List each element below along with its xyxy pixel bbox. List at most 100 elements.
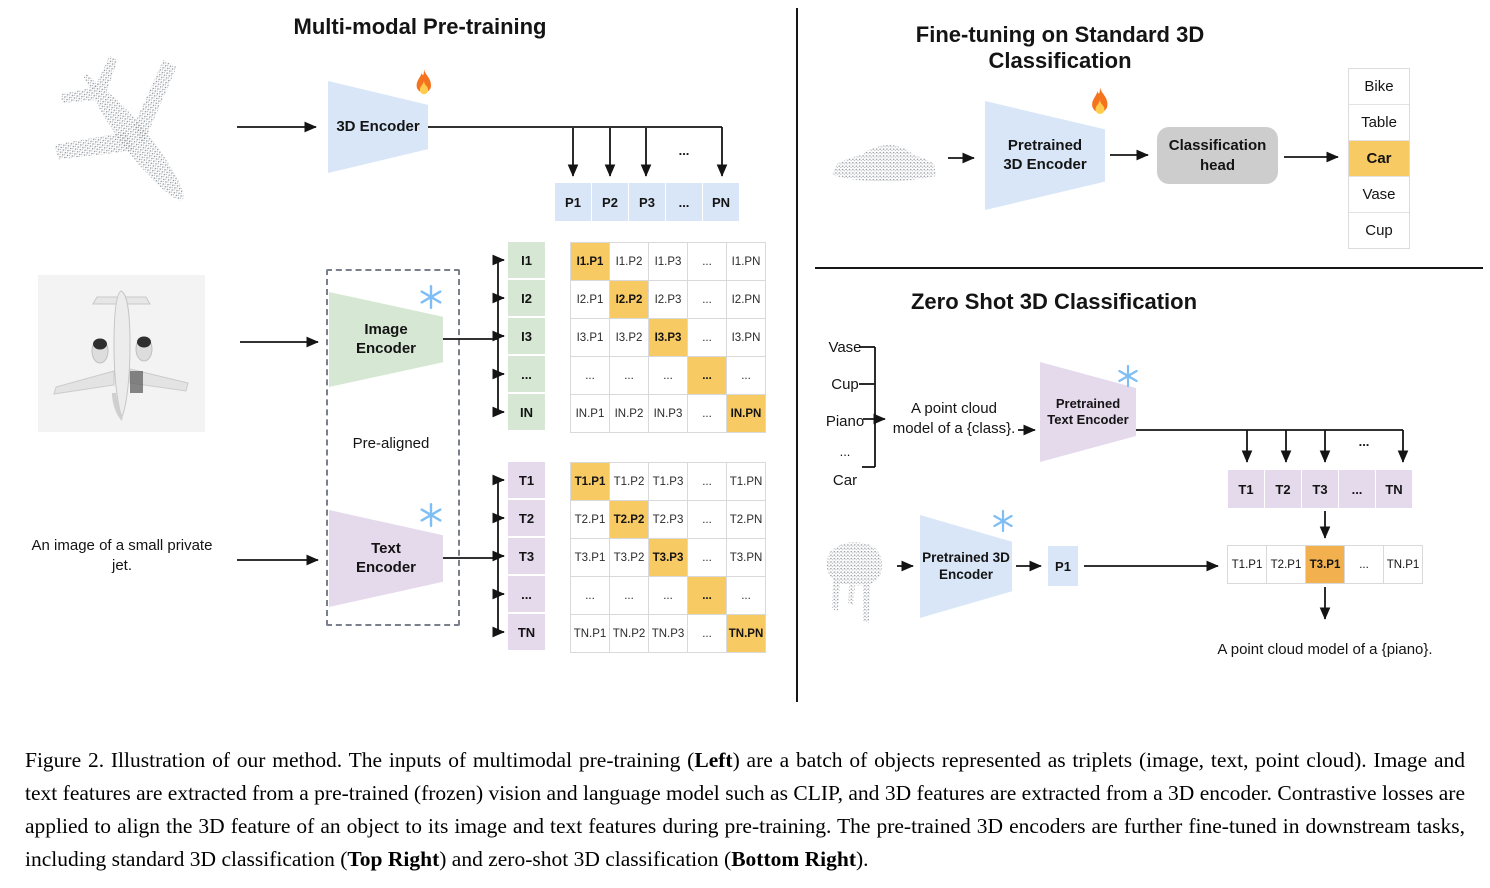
matrix-cell: T2.PN bbox=[727, 501, 765, 538]
matrix-cell: ... bbox=[610, 577, 648, 614]
text-feature-cell: T1 bbox=[508, 462, 545, 498]
prompt-text: A point cloud model of a {class}. bbox=[892, 400, 1016, 437]
text-feature-cell: T3 bbox=[508, 538, 545, 574]
matrix-cell: ... bbox=[688, 501, 726, 538]
prealigned-box bbox=[326, 269, 460, 626]
text-feature-labels: T1 T2 T3... TN bbox=[508, 462, 545, 650]
class-word: ... bbox=[839, 443, 851, 459]
pretrain-title: Multi-modal Pre-training bbox=[293, 14, 547, 39]
image-encoder-label: Image Encoder bbox=[355, 320, 416, 357]
airplane-image bbox=[38, 275, 205, 432]
snowflake-icon bbox=[418, 502, 444, 528]
matrix-cell: T3.P3 bbox=[649, 539, 687, 576]
zeroshot-result-text: A point cloud model of a {piano}. bbox=[1217, 641, 1433, 658]
pretrained-3d-encoder-label: Pretrained 3D Encoder bbox=[1003, 136, 1087, 173]
flame-icon bbox=[1085, 86, 1115, 118]
airplane-pointcloud bbox=[40, 48, 230, 230]
matrix-cell: T1.P1 bbox=[571, 463, 609, 500]
class-item: Vase bbox=[1349, 177, 1409, 213]
image-feature-cell: I1 bbox=[508, 242, 545, 278]
matrix-cell: IN.P1 bbox=[571, 395, 609, 432]
matrix-cell: ... bbox=[688, 395, 726, 432]
snowflake-icon bbox=[418, 284, 444, 310]
t-row-ellipsis: ... bbox=[1358, 434, 1370, 449]
t-feature-row: T1 T2 T3... TN bbox=[1228, 470, 1412, 508]
caption-segment-bold: Left bbox=[694, 747, 733, 772]
classification-head: Classification head bbox=[1157, 127, 1278, 184]
matrix-cell: I2.P3 bbox=[649, 281, 687, 318]
finetune-title: Fine-tuning on Standard 3D Classificatio… bbox=[915, 22, 1205, 73]
flame-icon bbox=[410, 68, 438, 98]
matrix-cell: ... bbox=[688, 463, 726, 500]
score-cell: T1.P1 bbox=[1228, 546, 1266, 583]
matrix-cell: T3.PN bbox=[727, 539, 765, 576]
matrix-cell: T3.P2 bbox=[610, 539, 648, 576]
zeroshot-class-words: Vase Cup Piano... Car bbox=[818, 329, 872, 499]
matrix-cell: I3.P1 bbox=[571, 319, 609, 356]
image-feature-labels: I1 I2 I3... IN bbox=[508, 242, 545, 430]
matrix-cell: I2.PN bbox=[727, 281, 765, 318]
similarity-score-row: T1.P1 T2.P1 T3.P1... TN.P1 bbox=[1227, 545, 1423, 584]
matrix-cell: T1.PN bbox=[727, 463, 765, 500]
text-encoder-label: Text Encoder bbox=[355, 539, 416, 576]
class-item: Car bbox=[1349, 141, 1409, 177]
class-list: Bike Table Car Vase Cup bbox=[1348, 68, 1410, 249]
matrix-cell: I1.P1 bbox=[571, 243, 609, 280]
piano-pointcloud bbox=[823, 537, 889, 629]
caption-segment: ) are a batch of objects represented as … bbox=[25, 747, 1466, 871]
matrix-cell: T3.P1 bbox=[571, 539, 609, 576]
caption-segment-bold: Top Right bbox=[347, 846, 440, 871]
matrix-cell: I1.P3 bbox=[649, 243, 687, 280]
zeroshot-title: Zero Shot 3D Classification bbox=[910, 289, 1198, 314]
horizontal-panel-divider bbox=[815, 267, 1483, 269]
class-item: Bike bbox=[1349, 69, 1409, 105]
matrix-cell: TN.P1 bbox=[571, 615, 609, 652]
p-feature-cell: ... bbox=[666, 183, 702, 221]
matrix-cell: ... bbox=[649, 577, 687, 614]
matrix-cell: I3.P3 bbox=[649, 319, 687, 356]
matrix-cell: I1.P2 bbox=[610, 243, 648, 280]
matrix-cell: T2.P2 bbox=[610, 501, 648, 538]
p-row-ellipsis: ... bbox=[678, 143, 690, 158]
t-feature-cell: TN bbox=[1376, 470, 1412, 508]
p1-feature-cell: P1 bbox=[1048, 546, 1078, 586]
class-item: Table bbox=[1349, 105, 1409, 141]
image-caption-text: An image of a small private jet. bbox=[31, 537, 213, 574]
image-feature-cell: I3 bbox=[508, 318, 545, 354]
p-feature-cell: P1 bbox=[555, 183, 591, 221]
matrix-cell: ... bbox=[571, 357, 609, 394]
image-feature-cell: ... bbox=[508, 356, 545, 392]
score-cell: TN.P1 bbox=[1384, 546, 1422, 583]
class-word: Piano bbox=[825, 413, 865, 430]
matrix-cell: TN.PN bbox=[727, 615, 765, 652]
text-feature-cell: T2 bbox=[508, 500, 545, 536]
matrix-cell: ... bbox=[688, 281, 726, 318]
matrix-cell: ... bbox=[688, 319, 726, 356]
matrix-cell: I2.P2 bbox=[610, 281, 648, 318]
matrix-cell: T1.P3 bbox=[649, 463, 687, 500]
figure-caption: Figure 2. Illustration of our method. Th… bbox=[25, 744, 1465, 876]
prealigned-label: Pre-aligned bbox=[352, 434, 430, 452]
class-item: Cup bbox=[1349, 213, 1409, 248]
image-feature-cell: IN bbox=[508, 394, 545, 430]
t-feature-cell: T3 bbox=[1302, 470, 1338, 508]
p-feature-cell: PN bbox=[703, 183, 739, 221]
class-word: Cup bbox=[831, 376, 859, 393]
matrix-cell: IN.P3 bbox=[649, 395, 687, 432]
caption-segment: Figure 2. Illustration of our method. Th… bbox=[25, 747, 695, 772]
matrix-cell: TN.P2 bbox=[610, 615, 648, 652]
pretrained-text-encoder-label: Pretrained Text Encoder bbox=[1047, 395, 1129, 427]
matrix-cell: T2.P3 bbox=[649, 501, 687, 538]
caption-segment: ) and zero-shot 3D classification ( bbox=[439, 846, 732, 871]
encoder-3d-label: 3D Encoder bbox=[336, 117, 420, 135]
p-feature-cell: P2 bbox=[592, 183, 628, 221]
snowflake-icon bbox=[1116, 364, 1140, 388]
car-pointcloud bbox=[828, 131, 940, 189]
text-feature-cell: ... bbox=[508, 576, 545, 612]
image-point-similarity-matrix: I1.P1 I1.P2 I1.P3... I1.PN I2.P1 I2.P2 I2.P3..… bbox=[570, 242, 766, 433]
t-feature-cell: ... bbox=[1339, 470, 1375, 508]
class-word: Car bbox=[832, 472, 858, 489]
matrix-cell: IN.PN bbox=[727, 395, 765, 432]
matrix-cell: ... bbox=[649, 357, 687, 394]
